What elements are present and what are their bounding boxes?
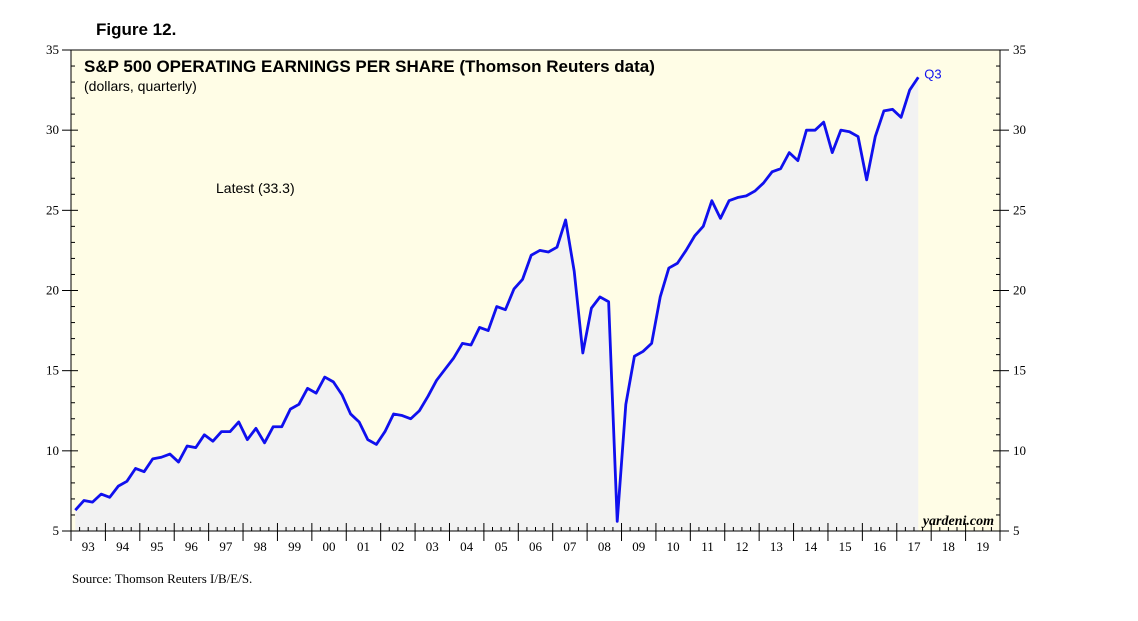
figure-label: Figure 12. [96,20,177,39]
y-tick-label-right: 15 [1013,363,1026,378]
x-tick-label: 12 [735,539,748,554]
y-tick-label-left: 15 [46,363,59,378]
latest-annotation: Latest (33.3) [216,180,295,196]
x-tick-label: 04 [460,539,474,554]
y-tick-label-right: 30 [1013,122,1026,137]
x-tick-label: 11 [701,539,714,554]
series-line [74,76,920,523]
y-tick-label-right: 25 [1013,202,1026,217]
x-tick-label: 94 [116,539,130,554]
x-tick-label: 93 [82,539,95,554]
x-tick-label: 97 [219,539,233,554]
y-tick-label-left: 25 [46,202,59,217]
right-axis: 5 10 15 20 25 30 35 [993,42,1026,538]
x-tick-label: 18 [942,539,955,554]
x-tick-label: 03 [426,539,439,554]
x-tick-label: 01 [357,539,370,554]
x-tick-label: 96 [185,539,199,554]
left-axis: 5 10 15 20 25 30 35 [46,42,78,538]
y-tick-label-left: 35 [46,42,59,57]
chart-subtitle: (dollars, quarterly) [84,78,197,94]
x-tick-label: 16 [873,539,887,554]
x-tick-label: 10 [667,539,680,554]
x-tick-label: 95 [151,539,164,554]
x-axis: 93 94 95 96 97 98 99 00 01 02 03 04 05 06 07 08 09 10 11 12… [70,523,1001,554]
x-tick-label: 07 [563,539,577,554]
series-area-fill [75,77,919,531]
x-tick-label: 19 [976,539,989,554]
end-point-label: Q3 [924,66,941,81]
x-tick-label: 09 [632,539,645,554]
y-tick-label-right: 20 [1013,283,1026,298]
x-tick-label: 14 [804,539,818,554]
y-tick-label-left: 30 [46,122,59,137]
x-tick-label: 00 [323,539,336,554]
x-tick-label: 13 [770,539,783,554]
y-tick-label-right: 10 [1013,443,1026,458]
x-tick-label: 98 [254,539,267,554]
y-tick-label-right: 35 [1013,42,1026,57]
watermark: yardeni.com [921,514,994,529]
x-tick-label: 02 [391,539,404,554]
y-tick-label-left: 10 [46,443,59,458]
source-note: Source: Thomson Reuters I/B/E/S. [72,571,253,586]
y-tick-label-left: 20 [46,283,59,298]
x-tick-label: 99 [288,539,301,554]
x-tick-label: 08 [598,539,611,554]
y-tick-label-right: 5 [1013,523,1020,538]
x-tick-label: 17 [907,539,921,554]
chart-title: S&P 500 OPERATING EARNINGS PER SHARE (Th… [84,57,655,76]
y-tick-label-left: 5 [53,523,60,538]
x-tick-label: 06 [529,539,543,554]
x-tick-label: 05 [495,539,508,554]
x-tick-label: 15 [839,539,852,554]
